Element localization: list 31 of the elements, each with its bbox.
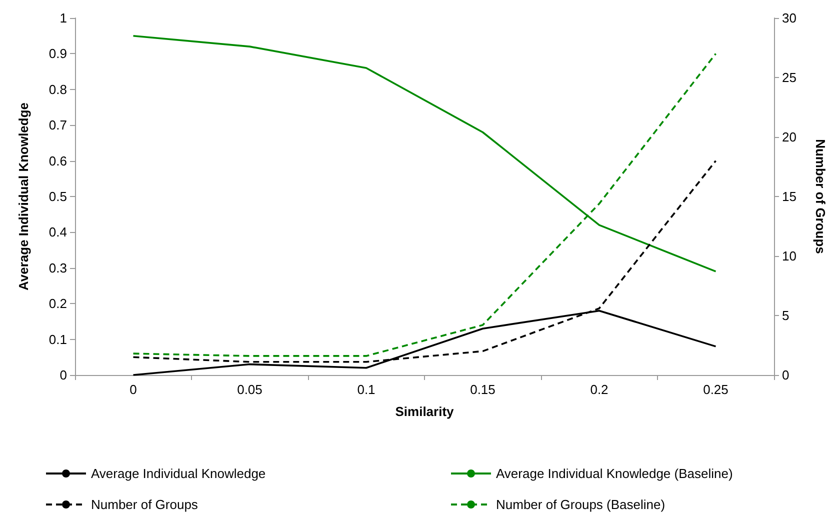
x-tick-label: 0.15 (470, 382, 496, 397)
x-tick-label: 0 (130, 382, 137, 397)
legend-label: Number of Groups (91, 497, 198, 512)
legend-label: Number of Groups (Baseline) (496, 497, 666, 512)
y-tick-label: 1 (60, 10, 67, 26)
y2-tick-label: 0 (782, 368, 790, 382)
y2-tick-label: 30 (782, 10, 796, 26)
x-tick-label: 0.25 (703, 382, 728, 397)
x-axis-title: Similarity (395, 404, 455, 419)
x-tick-label: 0.05 (237, 382, 262, 397)
legend-label: Average Individual Knowledge (Baseline) (496, 466, 733, 481)
y2-tick-label: 15 (782, 189, 796, 204)
y2-tick-label: 25 (782, 70, 796, 85)
y-tick-label: 0.3 (48, 260, 67, 276)
y2-tick-label: 5 (782, 308, 790, 323)
y-tick-label: 0.7 (48, 118, 67, 133)
y-axis-title: Average Individual Knowledge (16, 102, 31, 291)
y-tick-label: 0.9 (48, 46, 67, 62)
y2-axis-title: Number of Groups (813, 139, 828, 254)
x-tick-label: 0.2 (590, 382, 608, 397)
y-tick-label: 0.5 (48, 189, 67, 204)
y-tick-label: 0.1 (48, 332, 67, 347)
y-tick-label: 0.4 (48, 224, 67, 240)
y-tick-label: 0.2 (48, 296, 67, 312)
y-tick-label: 0.6 (48, 153, 67, 168)
y2-tick-label: 10 (782, 248, 796, 264)
y-tick-label: 0.8 (48, 82, 67, 97)
y2-tick-label: 20 (782, 130, 796, 144)
x-tick-label: 0.1 (357, 382, 376, 397)
y-tick-label: 0 (60, 368, 67, 382)
legend-label: Average Individual Knowledge (91, 466, 266, 481)
